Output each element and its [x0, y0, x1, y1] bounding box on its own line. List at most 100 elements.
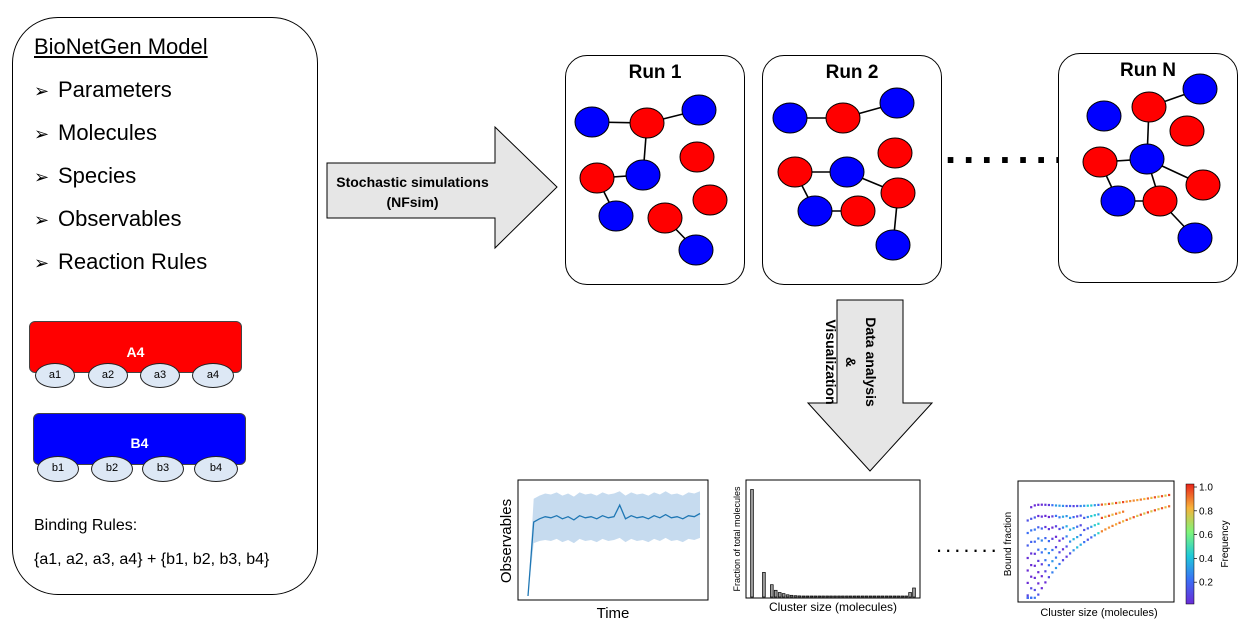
scatter-point: [1044, 570, 1047, 573]
scatter-point: [1033, 540, 1036, 543]
site-a1: a1: [35, 363, 75, 388]
bullet-arrow-icon: ➢: [34, 167, 50, 187]
scatter-point: [1061, 537, 1065, 540]
scatter-point: [1051, 537, 1054, 540]
scatter-point: [1111, 524, 1114, 527]
scatter-point: [1153, 509, 1156, 512]
scatter-point: [1083, 516, 1086, 519]
scatter-point: [1037, 559, 1040, 562]
scatter-point: [1157, 508, 1160, 511]
scatter-point: [1051, 548, 1054, 552]
scatter-point: [1037, 526, 1040, 529]
bullet-arrow-icon: ➢: [34, 210, 50, 230]
scatter-point: [1069, 540, 1072, 543]
bullet-species: ➢ Species: [34, 163, 137, 188]
molecule-a4-label: A4: [126, 344, 145, 360]
scatter-point: [1054, 556, 1058, 559]
scatter-point: [1054, 525, 1058, 528]
scatter-point: [1040, 539, 1043, 542]
scatter-point: [1040, 551, 1043, 554]
histogram-bar: [829, 595, 833, 598]
scatter-point: [1090, 536, 1093, 539]
scatter-point: [1072, 527, 1075, 530]
scatter-point: [1122, 501, 1125, 504]
scatter-point: [1030, 596, 1033, 599]
site-a4: a4: [192, 363, 234, 388]
histogram-bar: [801, 595, 806, 598]
site-b1: b1: [37, 456, 79, 482]
scatter-point: [1061, 526, 1065, 529]
scatter-point: [1030, 529, 1033, 532]
bullet-arrow-icon: ➢: [34, 253, 50, 273]
bullet-molecules: ➢ Molecules: [34, 120, 158, 145]
chart-observables: Time Observables: [498, 479, 709, 622]
scatter-point: [1054, 546, 1058, 549]
scatter-point: [1097, 522, 1100, 525]
scatter-point: [1040, 587, 1043, 590]
scatter-point: [1072, 538, 1075, 541]
scatter-point: [1118, 521, 1121, 524]
scatter-point: [1058, 562, 1061, 566]
scatter-point: [1086, 527, 1089, 530]
histogram-bar: [809, 595, 814, 598]
scatter-point: [1030, 564, 1033, 567]
scatter-point: [1058, 539, 1061, 542]
colorbar: [1185, 483, 1195, 605]
analysis-label-line1: Data analysis: [863, 317, 879, 407]
scatter-point: [1061, 504, 1065, 507]
scatter-point: [1125, 500, 1128, 503]
scatter-point: [1051, 515, 1054, 518]
histogram-bar: [864, 595, 869, 598]
observables-series-line: [527, 503, 701, 597]
scatter-point: [1044, 514, 1047, 517]
scatter-point: [1129, 500, 1132, 503]
scatter-point: [1160, 495, 1164, 498]
scatter-point: [1076, 546, 1079, 549]
chart-scatter-ylabel: Bound fraction: [1003, 512, 1014, 577]
scatter-point: [1072, 516, 1075, 519]
histogram-bar: [797, 595, 802, 598]
histogram-bar: [825, 595, 829, 598]
histogram-bar: [781, 593, 786, 598]
scatter-point: [1051, 526, 1054, 529]
chart-histogram-frame: [745, 479, 921, 599]
scatter-point: [1143, 497, 1146, 501]
histogram-bar: [888, 595, 893, 598]
histogram-bar: [789, 594, 794, 598]
histogram-bar: [837, 595, 841, 598]
scatter-point: [1058, 516, 1061, 519]
run-2-title: Run 2: [825, 62, 879, 83]
scatter-point: [1044, 548, 1047, 551]
simulation-arrow-label: Stochastic simulations (NFsim): [330, 172, 495, 212]
histogram-bar: [833, 595, 837, 598]
scatter-point: [1150, 496, 1153, 499]
histogram-bar: [773, 589, 778, 598]
histogram-bar: [896, 595, 900, 598]
scatter-point: [1030, 552, 1033, 555]
scatter-point: [1132, 516, 1135, 519]
scatter-point: [1118, 501, 1121, 504]
site-a2: a2: [88, 363, 128, 388]
scatter-point: [1037, 571, 1040, 574]
scatter-point: [1051, 560, 1054, 563]
chart-cluster-histogram: Cluster size (molecules) Fraction of tot…: [732, 479, 921, 614]
scatter-point: [1044, 525, 1047, 529]
run-1-title: Run 1: [628, 62, 682, 83]
scatter-point: [1164, 494, 1167, 497]
scatter-point: [1079, 504, 1082, 508]
scatter-point: [1054, 514, 1058, 517]
scatter-point: [1033, 504, 1036, 507]
scatter-point: [1125, 518, 1128, 521]
scatter-point: [1058, 527, 1061, 531]
scatter-point: [1047, 528, 1050, 531]
scatter-point: [1026, 519, 1029, 522]
histogram-bar: [900, 595, 904, 598]
scatter-point: [1093, 504, 1096, 507]
scatter-point: [1044, 581, 1047, 584]
scatter-point: [1072, 505, 1075, 508]
site-a3: a3: [140, 363, 180, 388]
binding-rules-title: Binding Rules:: [34, 517, 138, 534]
scatter-point: [1104, 515, 1107, 518]
scatter-point: [1079, 533, 1082, 537]
histogram-bar: [841, 595, 845, 598]
